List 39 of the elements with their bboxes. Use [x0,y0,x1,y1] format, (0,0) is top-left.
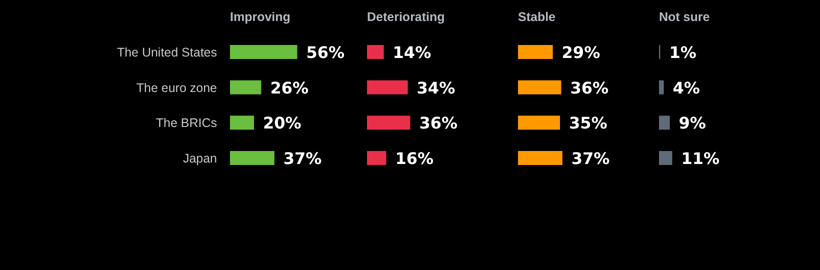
data-label: 37% [571,149,610,168]
y-tick-label: Japan [182,152,218,166]
data-label: 36% [419,114,458,133]
bar [518,151,562,165]
data-label: 35% [569,114,608,133]
bar [367,151,386,165]
bar [518,45,553,59]
chart-title: Improving [230,10,290,24]
y-tick-label: The United States [116,46,217,60]
bar [659,151,672,165]
data-label: 1% [669,43,696,62]
bar [659,116,670,130]
data-label: 29% [562,43,600,62]
data-label: 11% [681,149,720,168]
y-tick-label: The euro zone [136,80,218,95]
data-label: 9% [678,114,706,133]
bar [230,116,254,130]
data-label: 26% [270,78,308,98]
bar [230,151,274,165]
bar [367,116,410,130]
y-tick-label: The BRICs [156,116,217,130]
bar [518,80,562,94]
data-label: 34% [416,78,456,98]
bar [659,80,664,94]
chart-title: Not sure [659,10,710,24]
data-label: 36% [570,78,608,98]
data-label: 20% [263,114,302,133]
data-label: 4% [672,78,700,98]
data-label: 14% [392,43,432,62]
bar [230,80,262,94]
bar [367,45,384,59]
chart-title: Deteriorating [367,10,445,24]
data-label: 56% [306,43,344,62]
chart-title: Stable [518,10,556,24]
data-label: 37% [283,149,322,168]
data-label: 16% [395,149,434,168]
bar [518,116,560,130]
bar [367,80,408,94]
bar [230,45,298,59]
